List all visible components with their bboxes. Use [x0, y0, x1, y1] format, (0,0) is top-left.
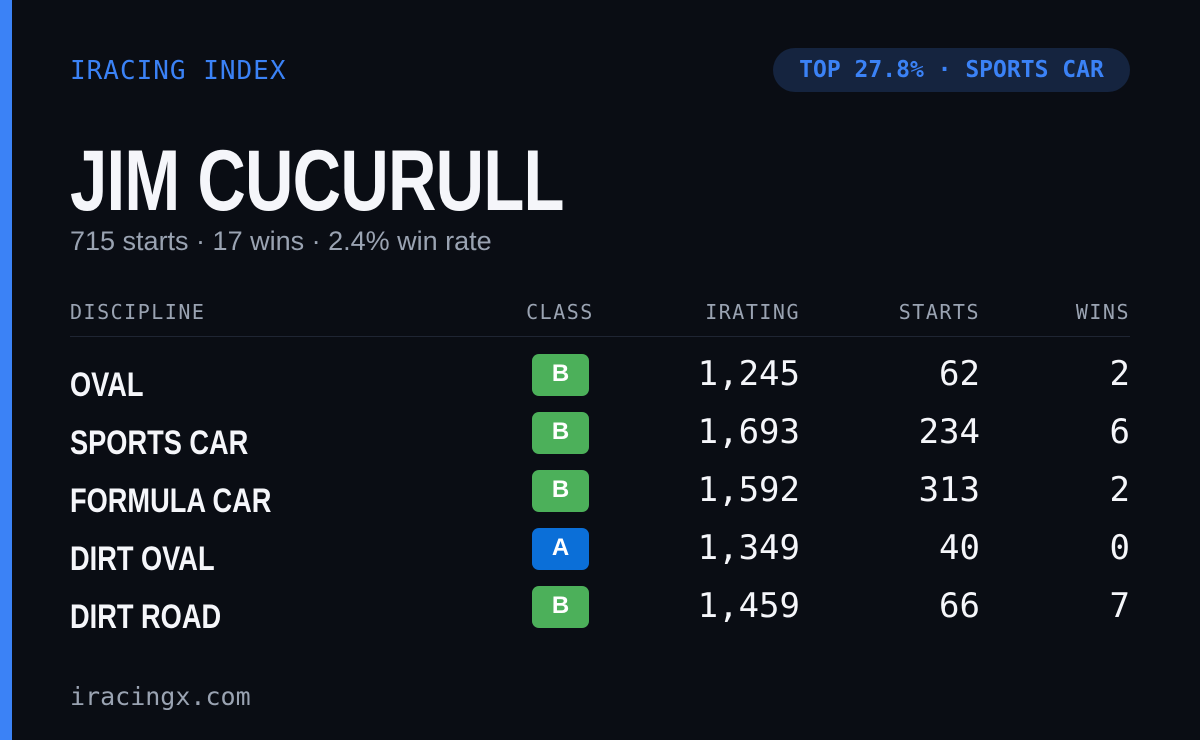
discipline-name: DIRT ROAD — [70, 598, 222, 636]
class-badge: B — [532, 586, 589, 628]
column-header: CLASS — [526, 300, 594, 324]
irating-value: 1,693 — [697, 412, 800, 452]
wins-value: 7 — [1109, 586, 1130, 626]
accent-bar — [0, 0, 12, 740]
driver-summary: 715 starts · 17 wins · 2.4% win rate — [70, 226, 492, 256]
irating-value: 1,245 — [697, 354, 800, 394]
discipline-name: SPORTS CAR — [70, 424, 249, 462]
irating-value: 1,459 — [697, 586, 800, 626]
column-header: DISCIPLINE — [70, 300, 206, 324]
column-header: IRATING — [705, 300, 800, 324]
starts-value: 40 — [939, 528, 980, 568]
class-badge: B — [532, 470, 589, 512]
starts-value: 62 — [939, 354, 980, 394]
wins-value: 2 — [1109, 470, 1130, 510]
footer-site: iracingx.com — [70, 682, 251, 711]
rank-pill — [773, 48, 1130, 92]
starts-value: 66 — [939, 586, 980, 626]
class-badge: A — [532, 528, 589, 570]
column-header: WINS — [1075, 300, 1130, 324]
wins-value: 2 — [1109, 354, 1130, 394]
class-badge: B — [532, 412, 589, 454]
starts-value: 234 — [918, 412, 980, 452]
irating-value: 1,592 — [697, 470, 800, 510]
irating-value: 1,349 — [697, 528, 800, 568]
header-rule — [70, 336, 1130, 337]
column-header: STARTS — [898, 300, 980, 324]
rank-text: TOP 27.8% · SPORTS CAR — [799, 57, 1104, 83]
wins-value: 6 — [1109, 412, 1130, 452]
driver-name: JIM CUCURULL — [70, 133, 564, 229]
wins-value: 0 — [1109, 528, 1130, 568]
discipline-name: DIRT OVAL — [70, 540, 215, 578]
class-badge: B — [532, 354, 589, 396]
brand-label: IRACING INDEX — [70, 56, 287, 86]
discipline-name: OVAL — [70, 366, 144, 404]
discipline-name: FORMULA CAR — [70, 482, 272, 520]
starts-value: 313 — [918, 470, 980, 510]
